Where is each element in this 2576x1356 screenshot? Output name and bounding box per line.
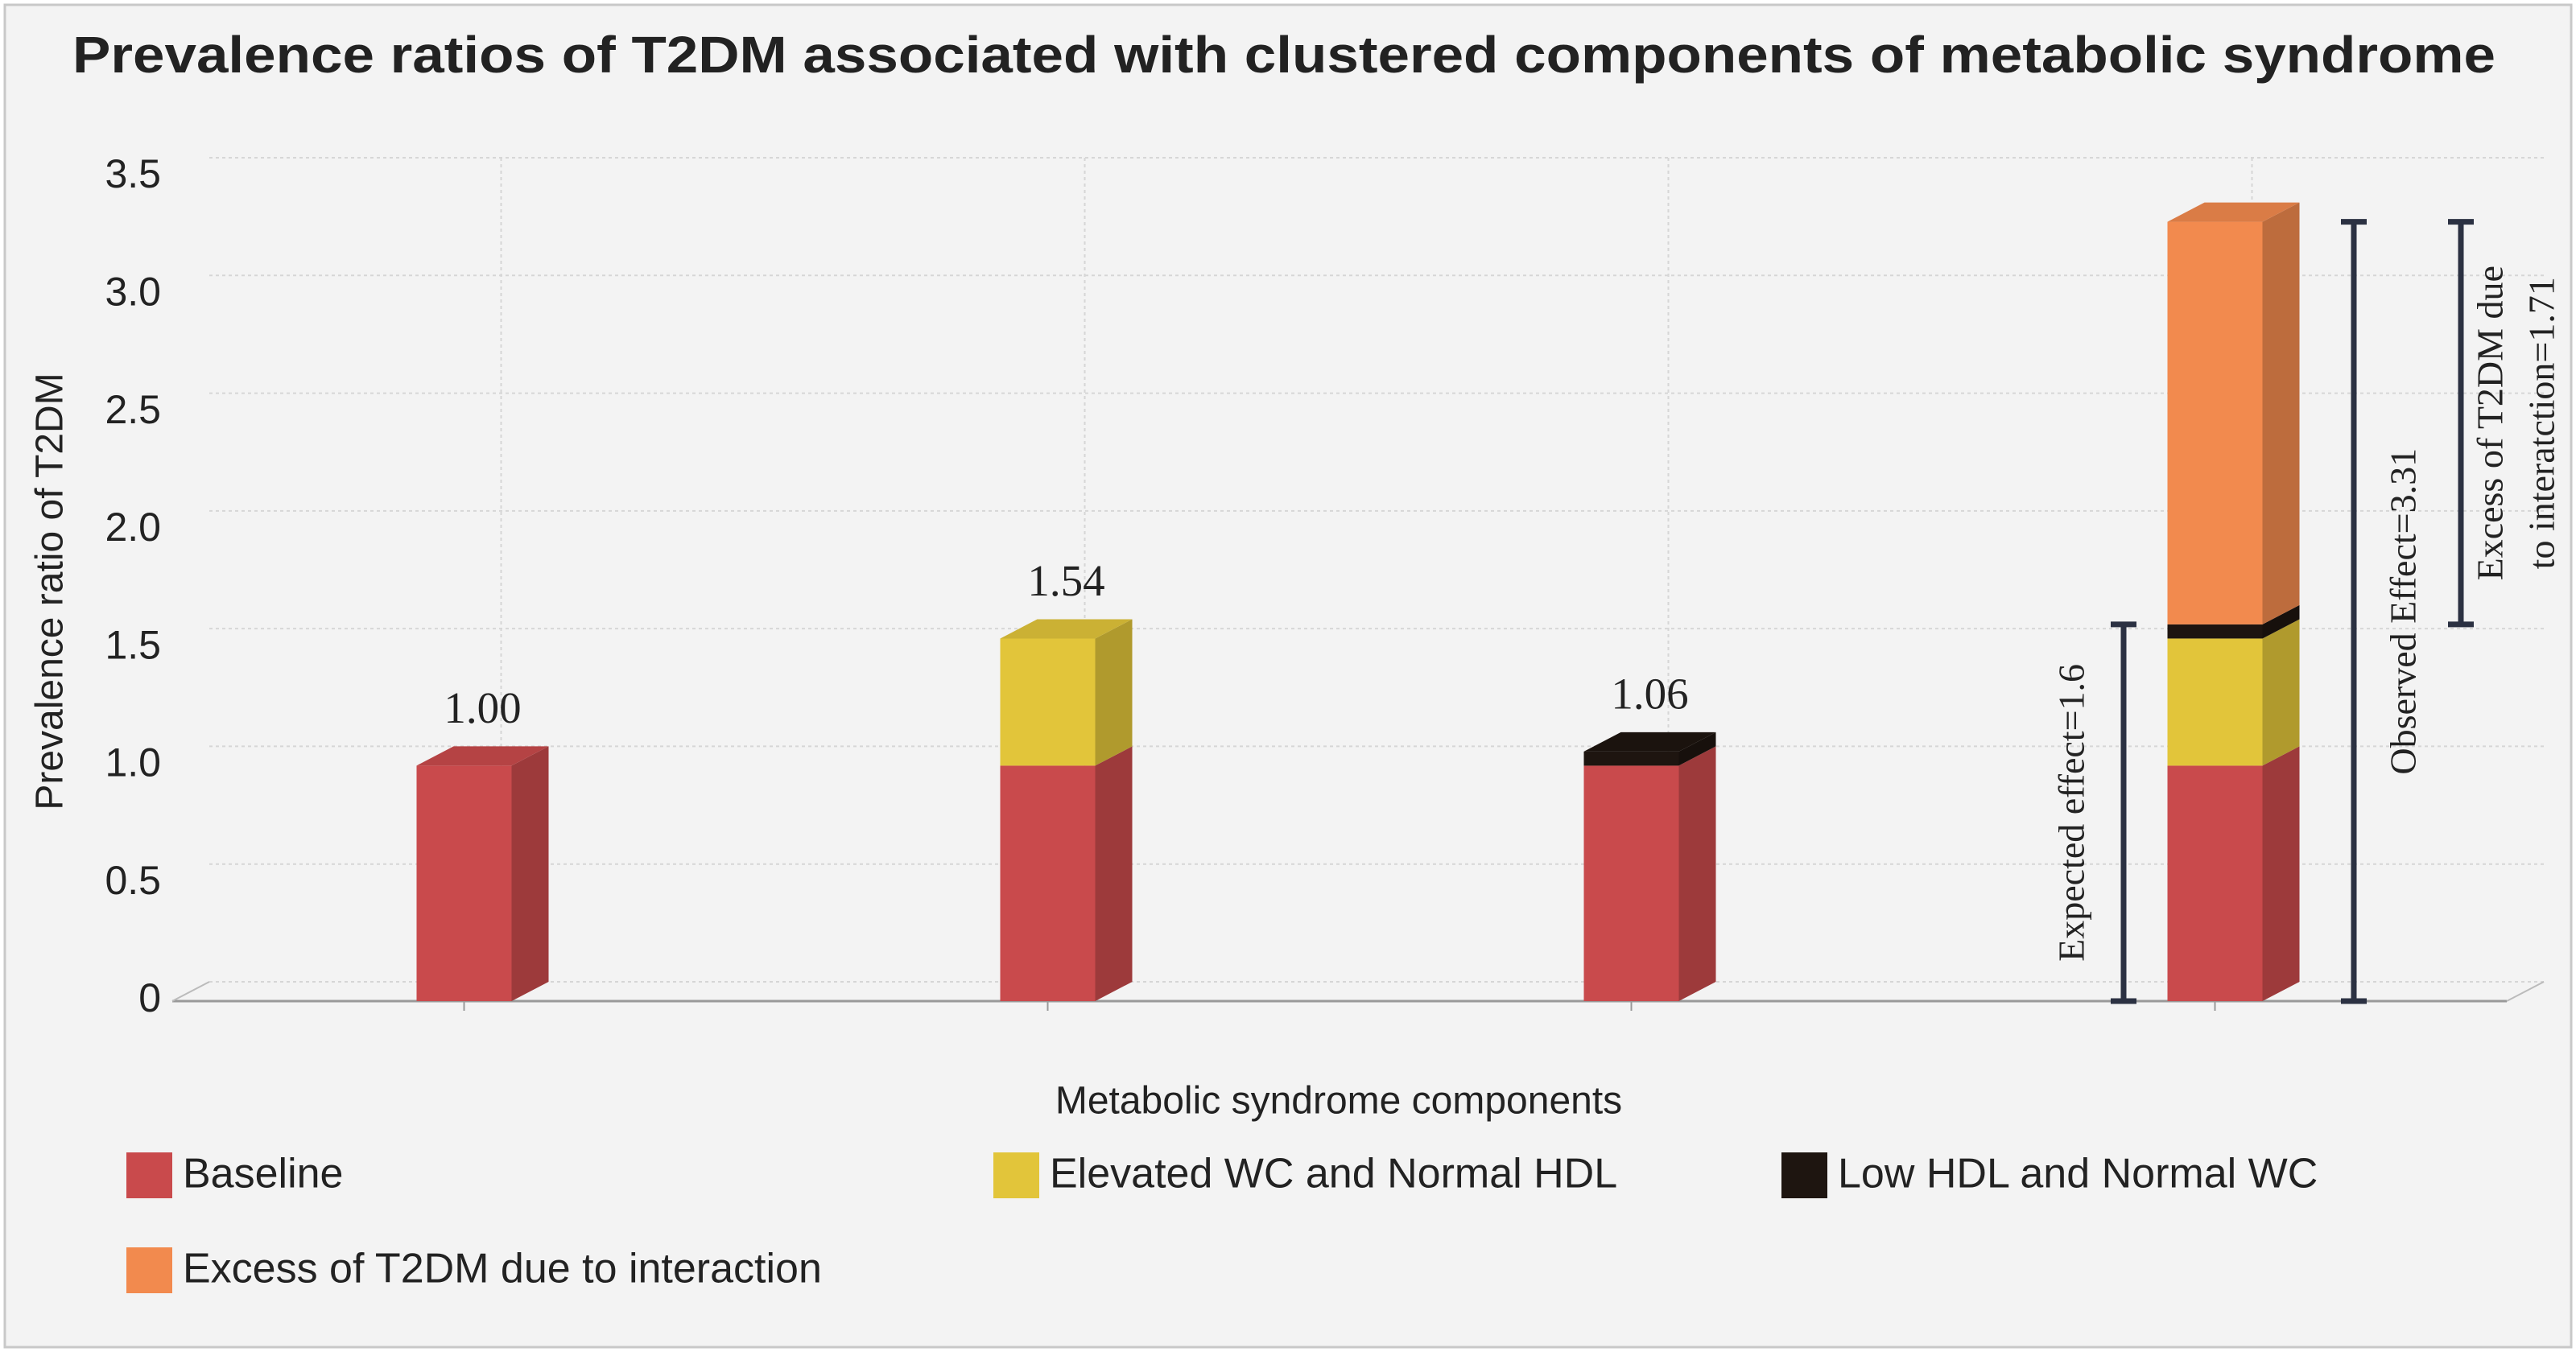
bar-segment	[2167, 202, 2300, 624]
bar-segment	[1000, 746, 1133, 1001]
bar-front	[2167, 638, 2263, 766]
legend-label: Elevated WC and Normal HDL	[1050, 1151, 1617, 1197]
value-label: 1.06	[1611, 669, 1688, 718]
y-tick-label: 2.0	[105, 505, 161, 550]
legend-swatch	[126, 1247, 172, 1293]
value-label: 1.00	[444, 683, 521, 732]
bar-front	[1583, 751, 1679, 766]
legend-swatch	[1781, 1152, 1827, 1198]
legend-label: Baseline	[183, 1151, 343, 1197]
bar-side	[1678, 732, 1716, 766]
bar-front	[416, 765, 512, 1001]
bar-side	[2262, 619, 2300, 766]
bar-side	[2262, 604, 2300, 639]
bar-side	[2262, 746, 2300, 1001]
bar-front	[2167, 624, 2263, 639]
bar-front	[1000, 638, 1096, 766]
bracket	[2111, 621, 2136, 1004]
chart-title: Prevalence ratios of T2DM associated wit…	[72, 26, 2496, 84]
bar-front	[2167, 765, 2263, 1001]
bar-segment	[2167, 604, 2300, 639]
bar-top	[1000, 619, 1133, 639]
floor-edge	[171, 981, 210, 1002]
bracket	[2448, 219, 2474, 628]
y-tick-label: 0	[138, 975, 161, 1020]
y-tick-label: 3.0	[105, 269, 161, 314]
bracket	[2341, 219, 2367, 1004]
annotation-text: Expected effect=1.6	[2051, 664, 2092, 962]
bar-side	[2262, 202, 2300, 624]
y-tick-label: 0.5	[105, 858, 161, 903]
annotation-text: Excess of T2DM due	[2470, 266, 2511, 580]
bar-top	[1583, 732, 1716, 752]
chart-background	[3, 3, 2573, 1349]
bar-front	[1583, 765, 1679, 1001]
bar-segment	[2167, 619, 2300, 766]
bar-segment	[1000, 619, 1133, 766]
legend-label: Low HDL and Normal WC	[1838, 1151, 2318, 1197]
bar-side	[1095, 619, 1133, 766]
legend-swatch	[993, 1152, 1039, 1198]
y-axis-title: Prevalence ratio of T2DM	[29, 373, 72, 810]
bar-side	[1095, 746, 1133, 1001]
bar-segment	[416, 746, 549, 1001]
bar-side	[511, 746, 549, 1001]
annotation-text: Observed Effect=3.31	[2383, 448, 2424, 775]
floor-edge	[2506, 981, 2545, 1002]
bar-top	[2167, 202, 2300, 222]
y-tick-label: 2.5	[105, 387, 161, 432]
annotation-text: to interatction=1.71	[2521, 277, 2562, 569]
bar-segment	[1583, 732, 1716, 766]
legend-label: Excess of T2DM due to interaction	[183, 1246, 822, 1292]
y-tick-label: 1.5	[105, 622, 161, 667]
legend-swatch	[126, 1152, 172, 1198]
bar-segment	[1583, 746, 1716, 1001]
x-axis-title: Metabolic syndrome components	[1055, 1080, 1622, 1123]
value-label: 1.54	[1027, 556, 1104, 605]
y-tick-label: 1.0	[105, 740, 161, 785]
bar-front	[2167, 221, 2263, 624]
bar-side	[1678, 746, 1716, 1001]
bar-top	[416, 746, 549, 766]
y-tick-label: 3.5	[105, 151, 161, 196]
bar-segment	[2167, 746, 2300, 1001]
bar-front	[1000, 765, 1096, 1001]
